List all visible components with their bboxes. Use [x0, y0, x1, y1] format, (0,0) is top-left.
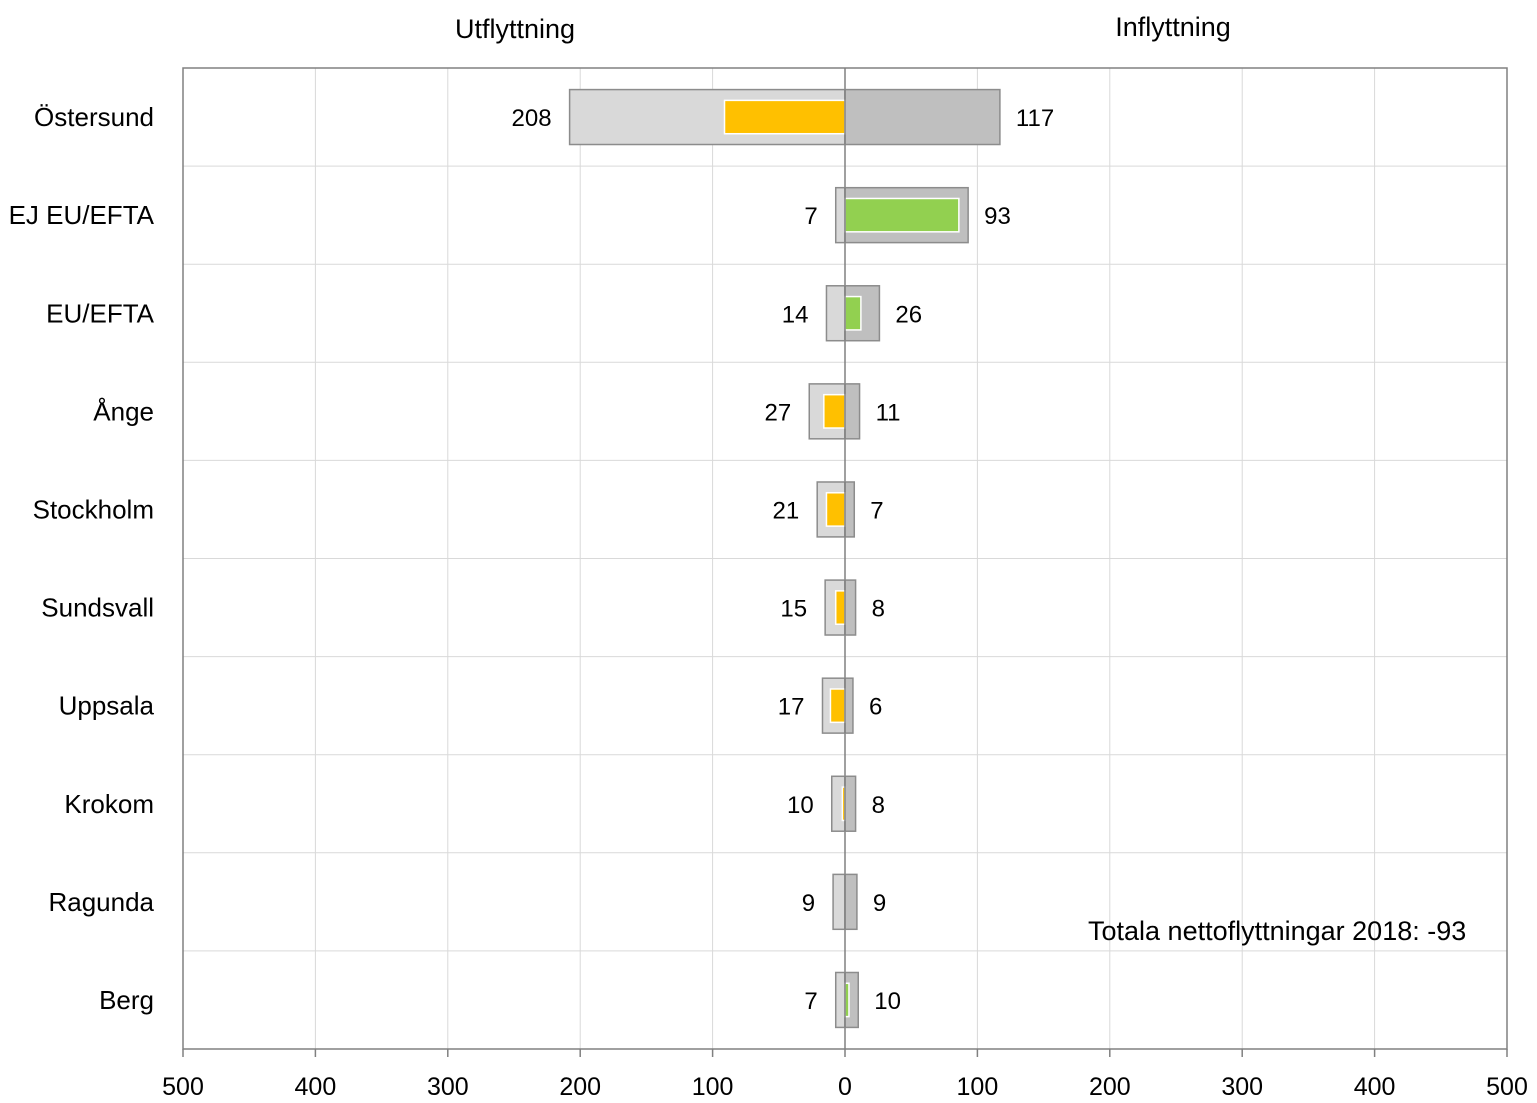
bar-inflyttning	[844, 873, 858, 931]
value-label-inflyttning: 8	[872, 792, 885, 819]
x-tick-label: 300	[1221, 1073, 1263, 1101]
bar-utflyttning	[832, 873, 846, 931]
value-label-inflyttning: 6	[869, 694, 882, 721]
x-tick-label: 500	[1486, 1073, 1528, 1101]
value-label-inflyttning: 117	[1016, 105, 1054, 132]
value-label-utflyttning: 7	[804, 988, 817, 1015]
bar-inflyttning	[844, 383, 861, 440]
x-tick-label: 200	[1089, 1073, 1131, 1101]
x-tick-label: 0	[838, 1073, 852, 1101]
bar-inflyttning	[844, 579, 857, 636]
header-right: Inflyttning	[1115, 12, 1231, 42]
labels: 500 400 300 200 100 0 100 200 300 400 500 Östersund…	[9, 102, 1528, 1101]
category-label: Uppsala	[59, 691, 155, 721]
value-label-utflyttning: 7	[804, 203, 817, 230]
category-label: EJ EU/EFTA	[9, 200, 155, 230]
category-label: Ragunda	[48, 887, 154, 917]
value-label-inflyttning: 9	[873, 890, 886, 917]
category-label: Berg	[99, 985, 154, 1015]
bar-inflyttning	[844, 88, 1001, 146]
bar-net	[844, 197, 960, 233]
bar-inflyttning	[844, 677, 854, 734]
value-label-utflyttning: 27	[765, 399, 792, 426]
x-tick-label: 100	[957, 1073, 999, 1101]
category-label: Krokom	[64, 789, 154, 819]
value-label-inflyttning: 7	[870, 497, 883, 524]
category-label: Stockholm	[33, 494, 154, 524]
bar-utflyttning	[825, 285, 846, 342]
bar-utflyttning	[834, 186, 846, 244]
category-label: Sundsvall	[41, 593, 154, 623]
bar-net	[829, 688, 846, 724]
bar-utflyttning	[834, 971, 846, 1029]
bar-net	[834, 590, 846, 625]
value-label-inflyttning: 26	[895, 301, 922, 328]
value-label-inflyttning: 8	[872, 596, 885, 623]
value-label-utflyttning: 17	[778, 694, 805, 721]
category-label: Östersund	[34, 102, 154, 132]
bar-net	[823, 393, 846, 429]
x-tick-label: 100	[692, 1073, 734, 1101]
bar-net	[825, 492, 846, 527]
x-tick-label: 500	[162, 1073, 204, 1101]
x-tick-label: 300	[427, 1073, 469, 1101]
value-label-utflyttning: 208	[512, 105, 552, 132]
bar-net	[723, 99, 846, 135]
category-label: EU/EFTA	[46, 298, 155, 328]
bar-net	[844, 295, 862, 331]
bars	[568, 88, 1001, 1029]
bar-inflyttning	[844, 481, 856, 538]
value-label-inflyttning: 10	[874, 988, 901, 1015]
x-tick-label: 200	[559, 1073, 601, 1101]
value-label-utflyttning: 9	[802, 890, 815, 917]
value-label-utflyttning: 21	[772, 497, 799, 524]
net-total-annotation: Totala nettoflyttningar 2018: -93	[1088, 916, 1466, 946]
category-label: Ånge	[93, 396, 154, 426]
value-label-inflyttning: 93	[984, 203, 1011, 230]
value-label-utflyttning: 14	[782, 301, 809, 328]
x-tick-label: 400	[295, 1073, 337, 1101]
value-label-utflyttning: 10	[787, 792, 814, 819]
value-label-inflyttning: 11	[876, 399, 901, 426]
header-left: Utflyttning	[455, 14, 575, 44]
x-tick-label: 400	[1354, 1073, 1396, 1101]
value-label-utflyttning: 15	[780, 596, 807, 623]
bar-inflyttning	[844, 775, 857, 832]
